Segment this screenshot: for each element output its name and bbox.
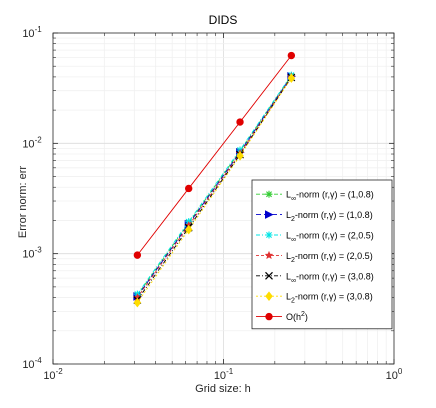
x-tick-label: 10-1 — [214, 367, 234, 382]
legend: L∞-norm (r,γ) = (1,0.8) L2-norm (r,γ) = (… — [251, 179, 393, 330]
series-line-7 — [137, 55, 292, 256]
legend-marker — [265, 291, 273, 302]
data-point — [184, 224, 193, 235]
legend-label: L2-norm (r,γ) = (3,0.8) — [286, 292, 373, 305]
data-point — [287, 73, 296, 84]
x-axis-label: Grid size: h — [195, 383, 251, 395]
legend-label: O(h2) — [286, 311, 308, 322]
y-tick-label: 10-1 — [22, 25, 42, 40]
x-tick-label: 100 — [386, 367, 403, 382]
legend-marker — [265, 231, 273, 239]
data-point — [287, 51, 296, 60]
data-point — [133, 297, 142, 308]
series-line-6 — [137, 77, 292, 303]
y-tick-label: 10-4 — [22, 356, 42, 371]
legend-label: L∞-norm (r,γ) = (3,0.8) — [286, 271, 374, 284]
y-tick-label: 10-3 — [22, 246, 42, 261]
legend-box — [251, 179, 393, 330]
y-tick-label: 10-2 — [22, 135, 42, 150]
legend-marker — [265, 190, 273, 198]
data-point — [184, 184, 193, 193]
legend-label: L2-norm (r,γ) = (1,0.8) — [286, 210, 373, 223]
series-line-4 — [137, 76, 292, 298]
data-point — [236, 118, 244, 126]
chart-title: DIDS — [209, 13, 238, 27]
series-line-2 — [137, 76, 292, 297]
data-point — [133, 251, 142, 259]
series-line-3 — [137, 74, 292, 295]
legend-label: L2-norm (r,γ) = (2,0.5) — [286, 251, 373, 264]
y-axis-label: Error norm: err — [17, 166, 29, 238]
legend-marker — [264, 250, 274, 260]
series-7 — [133, 51, 296, 259]
legend-marker — [265, 210, 274, 219]
x-tick-label: 10-2 — [43, 367, 63, 382]
legend-marker — [265, 271, 273, 280]
data-point — [236, 150, 244, 161]
legend-label: L∞-norm (r,γ) = (2,0.5) — [286, 231, 374, 244]
series-6 — [133, 73, 296, 308]
legend-marker — [265, 312, 273, 321]
series-line-1 — [137, 75, 292, 296]
legend-label: L∞-norm (r,γ) = (1,0.8) — [286, 190, 374, 203]
